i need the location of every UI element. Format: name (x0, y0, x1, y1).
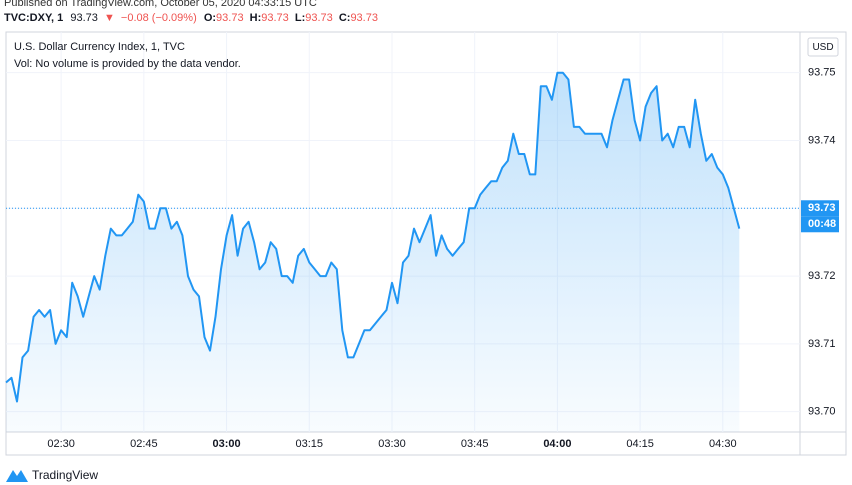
y-tick-label: 93.71 (808, 338, 836, 350)
x-tick-label: 03:15 (295, 438, 323, 450)
logo-icon (6, 470, 28, 482)
footer-brand: TradingView (32, 468, 98, 482)
symbol: TVC:DXY, 1 (4, 12, 63, 24)
x-tick-label: 03:30 (378, 438, 406, 450)
last-price-box (801, 200, 839, 217)
plot (5, 71, 800, 432)
chart-title: U.S. Dollar Currency Index, 1, TVC (14, 41, 185, 53)
change: −0.08 (−0.09%) (121, 12, 197, 24)
ohlc-label: L: (295, 12, 305, 24)
y-tick-label: 93.74 (808, 134, 836, 146)
price-line (5, 71, 741, 403)
last-price-label: 93.73 (808, 202, 836, 214)
ohlc-value: 93.73 (305, 12, 333, 24)
ohlc-value: 93.73 (350, 12, 378, 24)
x-tick-label: 04:30 (709, 438, 737, 450)
ohlc-label: H: (250, 12, 262, 24)
arrow: ▼ (104, 12, 115, 24)
axes: 93.70 93.71 93.72 93.73 93.74 93.75 02:30 02:45… (47, 67, 839, 450)
subtitle: Vol: No volume is provided by the data v… (14, 58, 241, 70)
x-tick-label: 03:00 (212, 438, 240, 450)
currency-button[interactable] (807, 37, 839, 57)
price: 93.73 (70, 12, 98, 24)
chart-frame (5, 31, 847, 456)
x-tick-label: 02:30 (47, 438, 75, 450)
x-tick-label: 04:15 (626, 438, 654, 450)
published: Published on TradingView.com, October 05… (4, 0, 317, 9)
y-tick-label: 93.72 (808, 270, 836, 282)
countdown: 00:48 (808, 218, 836, 230)
countdown-box (801, 216, 839, 233)
ohlc-label: C: (339, 12, 351, 24)
footer-logo: TradingView (6, 468, 98, 482)
area-fill (6, 72, 740, 432)
x-tick-label: 04:00 (543, 438, 571, 450)
y-tick-label: 93.70 (808, 406, 836, 418)
header-line: TVC:DXY, 1 93.73 ▼ −0.08 (−0.09%) O:93.7… (4, 12, 378, 24)
x-tick-label: 02:45 (130, 438, 158, 450)
ohlc-value: 93.73 (261, 12, 289, 24)
x-tick-label: 03:45 (461, 438, 489, 450)
ohlc-label: O: (204, 12, 216, 24)
currency[interactable]: USD (812, 42, 833, 53)
ohlc-value: 93.73 (216, 12, 244, 24)
y-tick-label: 93.75 (808, 67, 836, 79)
